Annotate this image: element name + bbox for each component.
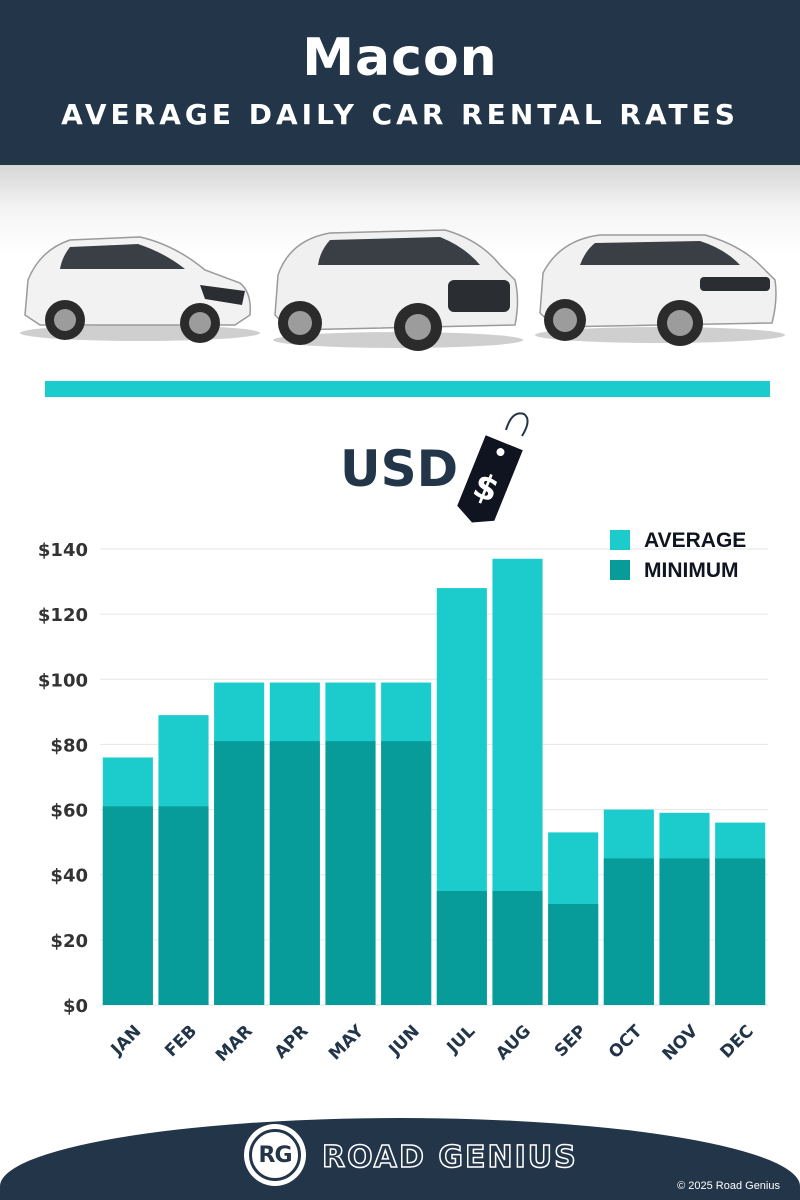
price-tag-icon: $ xyxy=(457,412,529,523)
x-tick-label: FEB xyxy=(161,1021,201,1061)
minimum-bar xyxy=(325,741,376,1005)
y-tick-label: $120 xyxy=(38,605,88,626)
copyright-text: © 2025 Road Genius xyxy=(677,1180,780,1192)
x-tick-label: DEC xyxy=(717,1021,758,1062)
y-tick-label: $20 xyxy=(50,931,88,952)
x-tick-label: MAY xyxy=(325,1021,368,1064)
accent-divider xyxy=(45,381,770,397)
minimum-bar xyxy=(158,806,209,1005)
minimum-bar xyxy=(436,891,487,1005)
minimum-bar xyxy=(492,891,543,1005)
x-tick-label: SEP xyxy=(551,1021,591,1061)
y-tick-label: $0 xyxy=(63,996,88,1017)
y-tick-label: $100 xyxy=(38,670,88,691)
legend-label: AVERAGE xyxy=(644,529,746,552)
y-tick-label: $40 xyxy=(50,866,88,887)
x-tick-label: AUG xyxy=(492,1021,535,1064)
rental-rate-chart: $0 $20 $40 $60 $80 $100 $120 $140 JAN FEB MAR APR M… xyxy=(38,529,768,1066)
y-tick-label: $140 xyxy=(38,540,88,561)
minimum-bar xyxy=(381,741,432,1005)
header-banner: Macon AVERAGE DAILY CAR RENTAL RATES xyxy=(0,0,800,165)
x-tick-label: JUN xyxy=(385,1021,424,1060)
city-title: Macon xyxy=(302,28,498,88)
y-tick-label: $60 xyxy=(50,801,88,822)
y-tick-label: $80 xyxy=(50,735,88,756)
brand-name: ROAD GENIUS xyxy=(321,1139,578,1176)
luxury-suv-car-image xyxy=(535,234,785,346)
legend-swatch xyxy=(610,560,630,580)
minimum-bar xyxy=(659,858,710,1005)
suv-car-image xyxy=(273,229,523,351)
page-subtitle: AVERAGE DAILY CAR RENTAL RATES xyxy=(61,98,739,131)
x-tick-label: APR xyxy=(271,1021,313,1063)
x-tick-label: OCT xyxy=(605,1021,647,1063)
minimum-bar xyxy=(102,806,153,1005)
road-genius-logo: RG xyxy=(244,1124,306,1186)
minimum-bar xyxy=(269,741,320,1005)
legend-swatch xyxy=(610,530,630,550)
x-tick-label: JAN xyxy=(107,1021,146,1060)
x-tick-label: NOV xyxy=(659,1021,703,1065)
cars-hero xyxy=(0,165,800,365)
hatchback-car-image xyxy=(20,236,260,343)
legend-label: MINIMUM xyxy=(644,559,738,582)
minimum-bar xyxy=(715,858,766,1005)
x-tick-label: MAR xyxy=(212,1021,257,1066)
minimum-bar xyxy=(548,904,599,1005)
minimum-bar xyxy=(214,741,265,1005)
currency-label: USD xyxy=(340,440,459,498)
x-tick-label: JUL xyxy=(443,1021,480,1058)
minimum-bar xyxy=(603,858,654,1005)
logo-monogram: RG xyxy=(249,1129,301,1181)
